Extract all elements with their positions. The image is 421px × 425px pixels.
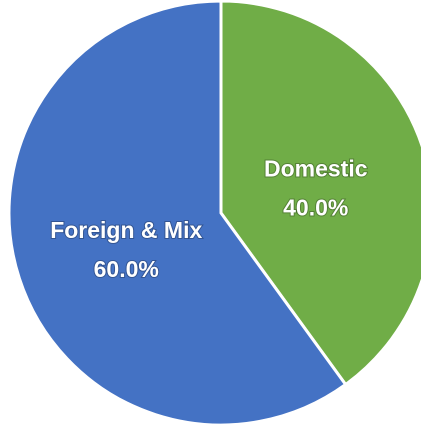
pie-slice xyxy=(7,0,348,425)
slice-label: Foreign & Mix xyxy=(50,217,202,243)
pie-slice xyxy=(219,0,421,387)
slice-value: 40.0% xyxy=(283,194,348,220)
slice-label: Domestic xyxy=(264,155,368,181)
slice-value: 60.0% xyxy=(94,256,159,282)
